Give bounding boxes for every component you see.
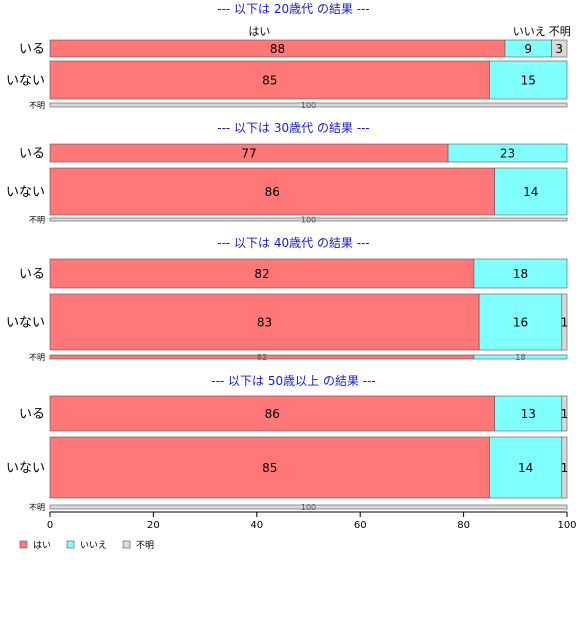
data-label: 23 bbox=[500, 146, 515, 160]
x-tick-label: 40 bbox=[250, 520, 263, 531]
bar-segment bbox=[447, 143, 568, 163]
bar-segment bbox=[49, 395, 495, 432]
bar-segment bbox=[494, 167, 568, 216]
row-label: いない bbox=[6, 461, 45, 476]
row-label: 不明 bbox=[29, 101, 45, 110]
data-label: 82 bbox=[257, 353, 267, 362]
legend-label: いいえ bbox=[80, 540, 107, 551]
data-label: 77 bbox=[241, 146, 256, 160]
data-label: 85 bbox=[262, 73, 277, 87]
data-label: 18 bbox=[515, 353, 525, 362]
row-label: 不明 bbox=[29, 215, 45, 224]
legend-label: はい bbox=[33, 540, 51, 551]
bar-segment bbox=[49, 217, 568, 222]
data-label: 83 bbox=[257, 315, 272, 329]
x-tick-label: 80 bbox=[457, 520, 470, 531]
bar-segment bbox=[49, 293, 480, 351]
row-label: いる bbox=[19, 267, 45, 282]
data-label: 9 bbox=[524, 42, 532, 56]
bar-segment bbox=[49, 102, 568, 108]
row-label: いる bbox=[19, 147, 45, 162]
row-label: 不明 bbox=[29, 353, 45, 362]
data-label: 85 bbox=[262, 461, 277, 475]
bar-segment bbox=[49, 258, 475, 289]
x-tick-label: 60 bbox=[354, 520, 367, 531]
bar-segment bbox=[489, 60, 568, 100]
bar-segment bbox=[49, 436, 490, 499]
bar-segment bbox=[561, 293, 568, 351]
legend-swatch bbox=[66, 540, 75, 549]
row-label: いない bbox=[6, 185, 45, 200]
row-label: いない bbox=[6, 316, 45, 331]
data-label: 100 bbox=[301, 101, 316, 110]
row-label: いない bbox=[6, 74, 45, 89]
bar-segment bbox=[561, 395, 568, 432]
panel-title: --- 以下は 50歳以上 の結果 --- bbox=[211, 374, 376, 388]
data-label: 1 bbox=[561, 315, 569, 329]
bar-segment bbox=[478, 293, 563, 351]
bar-segment bbox=[494, 395, 563, 432]
bar-segment bbox=[561, 436, 568, 499]
data-label: 1 bbox=[561, 407, 569, 421]
header-label-2: 不明 bbox=[549, 25, 571, 38]
panel-title: --- 以下は 30歳代 の結果 --- bbox=[217, 121, 370, 135]
row-label: いる bbox=[19, 42, 45, 57]
data-label: 86 bbox=[265, 407, 280, 421]
data-label: 16 bbox=[513, 315, 528, 329]
data-label: 1 bbox=[561, 461, 569, 475]
bar-segment bbox=[473, 354, 568, 360]
row-label: 不明 bbox=[29, 503, 45, 512]
x-tick-label: 0 bbox=[47, 520, 53, 531]
header-label-1: いいえ bbox=[513, 25, 546, 38]
bar-segment bbox=[49, 504, 568, 510]
legend-swatch bbox=[122, 540, 131, 549]
data-label: 13 bbox=[521, 407, 536, 421]
bar-segment bbox=[551, 39, 568, 58]
data-label: 82 bbox=[254, 267, 269, 281]
bar-segment bbox=[473, 258, 568, 289]
bar-segment bbox=[489, 436, 563, 499]
header-label-0: はい bbox=[248, 25, 270, 38]
row-label: いる bbox=[19, 407, 45, 422]
data-label: 3 bbox=[555, 42, 563, 56]
data-label: 88 bbox=[270, 42, 285, 56]
data-label: 86 bbox=[265, 185, 280, 199]
data-label: 100 bbox=[301, 503, 316, 512]
data-label: 100 bbox=[301, 215, 316, 224]
x-tick-label: 100 bbox=[557, 520, 576, 531]
legend-label: 不明 bbox=[136, 540, 154, 551]
x-tick-label: 20 bbox=[147, 520, 160, 531]
legend-swatch bbox=[19, 540, 28, 549]
data-label: 14 bbox=[518, 461, 533, 475]
data-label: 15 bbox=[521, 73, 536, 87]
panel-title: --- 以下は 40歳代 の結果 --- bbox=[217, 236, 370, 250]
data-label: 18 bbox=[513, 267, 528, 281]
data-label: 14 bbox=[523, 185, 538, 199]
panel-title: --- 以下は 20歳代 の結果 --- bbox=[217, 2, 370, 16]
